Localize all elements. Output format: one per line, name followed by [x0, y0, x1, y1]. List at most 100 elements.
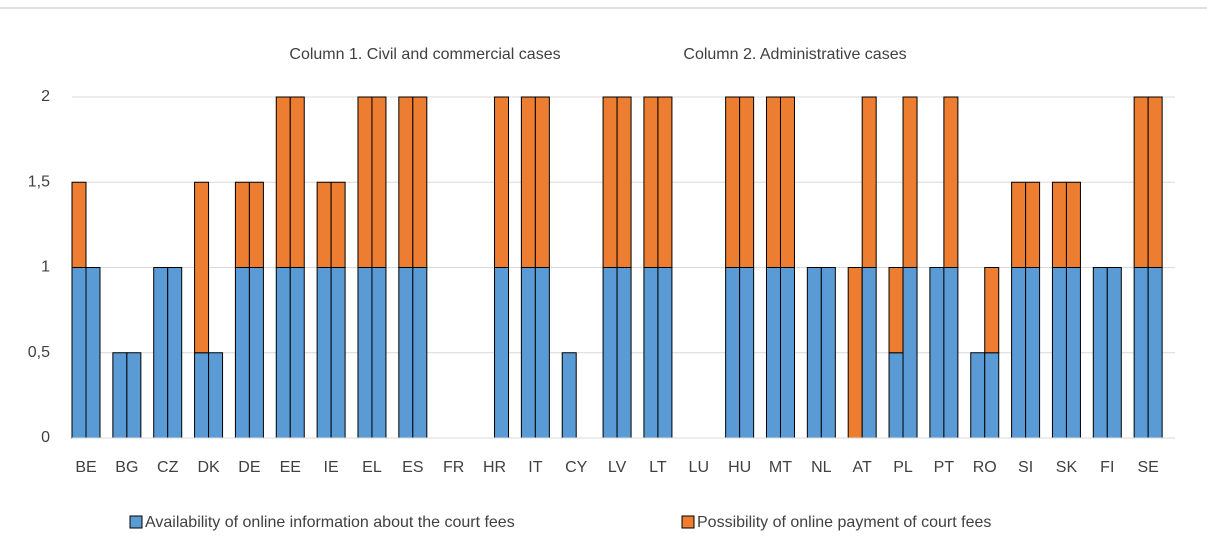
- bar-segment: [534, 96, 550, 268]
- bar-segment: [1147, 267, 1163, 439]
- bar-segment: [888, 352, 904, 439]
- bar-segment: [153, 267, 169, 439]
- x-tick-label: IT: [528, 459, 542, 476]
- bar-segment: [643, 267, 659, 439]
- bar-segment: [847, 267, 863, 439]
- x-tick-label: CZ: [157, 459, 179, 476]
- bar-segment: [1065, 181, 1081, 268]
- bar-segment: [1147, 96, 1163, 268]
- bar-segment: [888, 267, 904, 354]
- bar-segment: [1065, 267, 1081, 439]
- bar-segment: [1011, 267, 1027, 439]
- x-tick-label: LV: [608, 459, 627, 476]
- bar-segment: [126, 352, 142, 439]
- bar-segment: [275, 267, 291, 439]
- bar-segment: [1133, 267, 1149, 439]
- y-tick-label: 0: [41, 429, 50, 446]
- bar-segment: [412, 96, 428, 268]
- bar-segment: [1025, 267, 1041, 439]
- bar-segment: [167, 267, 183, 439]
- x-tick-label: SK: [1056, 459, 1078, 476]
- bar-segment: [71, 267, 87, 439]
- bar-segment: [929, 267, 945, 439]
- bar-segment: [616, 267, 632, 439]
- bar-segment: [902, 96, 918, 268]
- bar-segment: [330, 181, 346, 268]
- bar-segment: [970, 352, 986, 439]
- legend-label: Possibility of online payment of court f…: [697, 514, 991, 531]
- bar-segment: [806, 267, 822, 439]
- bar-segment: [657, 267, 673, 439]
- bar-segment: [1106, 267, 1122, 439]
- bar-segment: [208, 352, 224, 439]
- x-tick-label: NL: [811, 459, 832, 476]
- bar-segment: [657, 96, 673, 268]
- bar-segment: [520, 96, 536, 268]
- bar-segment: [316, 267, 332, 439]
- bar-segment: [398, 96, 414, 268]
- bar-segment: [330, 267, 346, 439]
- bar-segment: [112, 352, 128, 439]
- bar-segment: [71, 181, 87, 268]
- bar-segment: [1133, 96, 1149, 268]
- bar-segment: [643, 96, 659, 268]
- bar-segment: [1092, 267, 1108, 439]
- bar-segment: [194, 181, 210, 354]
- bar-segment: [739, 96, 755, 268]
- x-tick-label: HR: [483, 459, 506, 476]
- legend-swatch: [681, 515, 695, 529]
- bar-segment: [398, 267, 414, 439]
- legend-label: Availability of online information about…: [145, 514, 515, 531]
- bar-segment: [616, 96, 632, 268]
- bar-segment: [316, 181, 332, 268]
- x-tick-label: RO: [973, 459, 997, 476]
- bar-segment: [371, 96, 387, 268]
- bar-segment: [494, 267, 510, 439]
- y-tick-label: 2: [41, 88, 50, 105]
- bar-segment: [739, 267, 755, 439]
- x-tick-label: EL: [362, 459, 382, 476]
- bar-segment: [765, 96, 781, 268]
- bar-segment: [357, 267, 373, 439]
- x-tick-label: SE: [1137, 459, 1158, 476]
- x-tick-label: MT: [769, 459, 792, 476]
- y-tick-label: 1,5: [28, 173, 50, 190]
- x-tick-label: DE: [238, 459, 260, 476]
- bar-segment: [234, 181, 250, 268]
- bar-segment: [779, 267, 795, 439]
- legend-swatch: [129, 515, 143, 529]
- bar-segment: [820, 267, 836, 439]
- x-tick-label: PL: [893, 459, 913, 476]
- bar-segment: [902, 267, 918, 439]
- bar-segment: [984, 352, 1000, 439]
- x-tick-label: HU: [728, 459, 751, 476]
- bar-segment: [602, 96, 618, 268]
- bar-segment: [494, 96, 510, 268]
- bar-segment: [289, 267, 305, 439]
- x-tick-label: LU: [689, 459, 709, 476]
- bar-segment: [1051, 267, 1067, 439]
- bar-segment: [194, 352, 210, 439]
- bar-segment: [779, 96, 795, 268]
- x-tick-label: BE: [75, 459, 96, 476]
- bar-segment: [1011, 181, 1027, 268]
- bar-segment: [357, 96, 373, 268]
- x-tick-label: BG: [115, 459, 138, 476]
- x-tick-label: FI: [1100, 459, 1114, 476]
- bar-segment: [289, 96, 305, 268]
- x-tick-label: IE: [324, 459, 339, 476]
- column-label: Column 2. Administrative cases: [683, 46, 906, 63]
- bar-segment: [725, 96, 741, 268]
- bar-segment: [861, 267, 877, 439]
- bar-segment: [520, 267, 536, 439]
- bar-segment: [765, 267, 781, 439]
- bar-segment: [1025, 181, 1041, 268]
- x-tick-label: CY: [565, 459, 588, 476]
- bar-segment: [602, 267, 618, 439]
- x-tick-label: AT: [853, 459, 872, 476]
- bar-segment: [943, 267, 959, 439]
- bar-segment: [984, 267, 1000, 354]
- y-tick-label: 0,5: [28, 344, 50, 361]
- bar-segment: [943, 96, 959, 268]
